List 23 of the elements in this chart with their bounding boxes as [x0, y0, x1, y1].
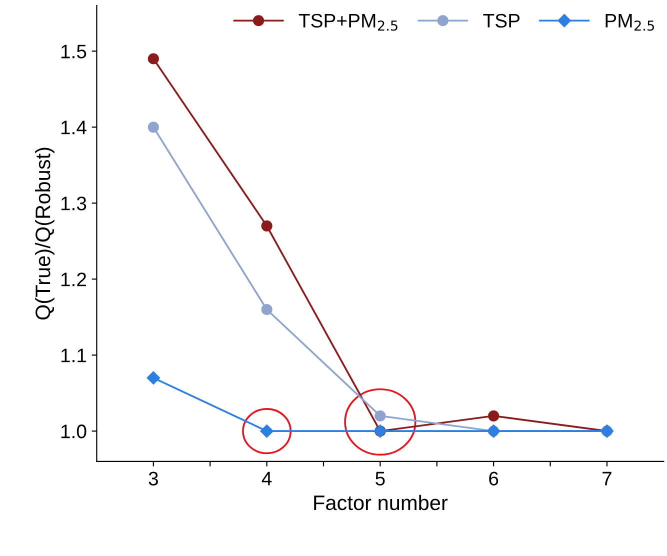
x-tick-label: 5 [376, 472, 385, 486]
legend-label: PM$_{2.5}$ [606, 14, 654, 31]
y-tick-label: 1.5 [61, 44, 86, 58]
y-tick-label: 1.0 [61, 424, 86, 438]
point [374, 410, 386, 422]
y-tick-label: 1.4 [61, 120, 86, 134]
legend-label: TSP+PM$_{2.5}$ [298, 14, 398, 31]
x-axis-title: Factor number [314, 494, 448, 510]
x-tick-label: 6 [489, 472, 498, 486]
y-tick-label: 1.1 [61, 348, 86, 362]
y-axis-title: Q(True)/Q(Robust) [34, 148, 54, 320]
x-tick-label: 3 [148, 472, 158, 486]
point [488, 410, 500, 422]
point [148, 122, 159, 133]
point [146, 371, 160, 384]
point [261, 304, 272, 316]
legend-label: TSP [483, 14, 520, 28]
x-tick-label: 7 [602, 472, 612, 486]
x-tick-label: 4 [262, 472, 272, 486]
point [261, 220, 272, 232]
y-tick-label: 1.2 [61, 272, 86, 286]
point [148, 53, 159, 64]
y-tick-label: 1.3 [61, 196, 86, 210]
